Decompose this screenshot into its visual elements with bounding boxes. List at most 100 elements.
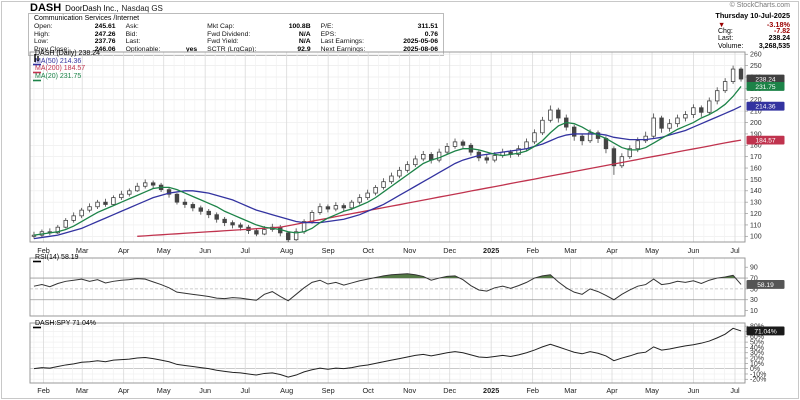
month-label: Mar [564,246,577,255]
candle-body [643,135,648,142]
field-value: 311.51 [417,23,438,30]
fund-field: SCTR (LrgCap): 92.9 [207,46,310,54]
candle-body [142,182,148,187]
candle-body [111,197,116,205]
month-axis-top: Feb Mar Apr May Jun Jul Aug Sep Oct Nov Dec 2025 Feb… [0,246,800,256]
axis-tick-label: 60% [750,334,764,341]
axis-value-box [746,74,785,84]
month-label: Feb [37,386,50,395]
axis-value-box [746,280,785,289]
axis-tick-label: 100 [750,234,762,241]
field-label: Low: [34,38,49,46]
field-value: 245.61 [94,23,116,30]
stockcharts-copyright: © StockCharts.com [729,2,790,9]
candle-body [619,156,625,167]
quote-row: Volume: 3,268,535 [718,43,790,50]
quote-value: -7.82 [774,28,790,35]
candle-body [349,201,354,209]
candle-body [166,189,172,195]
axis-tick-label: 250 [750,63,762,70]
rsi-overbought-fill [372,273,736,279]
candle-body [174,193,180,203]
axis-value-box [746,82,785,91]
month-label: Dec [443,386,457,395]
candle-body [285,232,291,241]
field-label: Next Earnings: [320,45,366,53]
quote-rows: Chg: -7.82 Last: 238.24 Volume: 3,268,535 [718,28,790,50]
axis-tick-label: 130 [750,200,762,207]
month-label: Oct [362,386,374,395]
legend-entry: MA(50) 214.36 [33,58,100,66]
candle-body [659,117,664,129]
axis-tick-label: -10% [750,371,766,378]
rsi-legend: RSI(14) 58.19 [33,254,79,263]
fund-column: P/E: 311.51 EPS: 0.76 Last Earnings: 2025-05-… [321,23,438,53]
field-value: 92.9 [297,45,311,53]
quote-label: Volume: [718,42,744,50]
ma-line [33,105,742,240]
axis-tick-label: 120 [750,211,762,218]
candle-body [421,153,426,160]
fund-field: Bid: [126,31,198,39]
month-label: Apr [117,386,130,395]
quote-date: Thursday 10-Jul-2025 [715,11,790,20]
candle-body [150,182,156,186]
field-value: 246.06 [94,45,116,53]
month-label: Mar [564,386,577,395]
axis-tick-label: 140 [750,188,762,195]
fund-field: Mkt Cap: 100.8B [207,23,310,31]
month-label: 2025 [483,246,500,255]
month-label: Jul [240,386,250,395]
month-label: Oct [362,246,374,255]
month-label: Mar [75,386,89,395]
candle-body [230,222,235,226]
ma-line [137,139,742,237]
fundamentals-box: Communication Services /Internet Open: 24… [28,13,444,57]
fund-field: Fwd Yield: N/A [207,38,310,46]
legend-entry: RSI(14) 58.19 [33,254,79,263]
fundamentals-grid: Open: 245.61 High: 247.26 Low: 237.76 Prev Clo… [34,23,438,53]
month-label: May [645,386,659,395]
quote-row: Last: 238.24 [718,35,790,42]
fund-field: Next Earnings: 2025-08-06 [321,46,438,54]
candle-body [691,107,696,115]
candle-body [262,229,267,235]
month-label: May [156,246,171,255]
candle-body [413,158,418,166]
candle-body [532,132,537,143]
month-label: May [645,246,659,255]
axis-tick-label: 260 [750,52,762,59]
rsi-chart: 90 70 50 30 10 58.19 [29,257,785,317]
ratio-chart: 80%70%60%50%40%30%20%10%0%-10%-20%71.04% [29,322,785,384]
month-label: Feb [526,246,539,255]
candle-body [389,175,394,183]
month-label: Jun [199,386,212,395]
candle-body [373,186,378,194]
field-label: Mkt Cap: [207,23,235,30]
axis-value-box [746,326,785,336]
candle-body [341,205,347,209]
ratio-legend: DASH:SPY 71.04% [33,320,96,329]
candle-body [516,148,521,155]
fund-field: Low: 237.76 [34,38,116,46]
field-value: 0.76 [424,30,438,38]
field-value: 237.76 [94,38,116,46]
fund-field: Fwd Dividend: N/A [207,31,310,39]
exchange-name: Nasdaq GS [121,4,163,13]
candle-body [484,157,490,161]
candle-body [556,109,561,119]
axis-value-box [746,101,785,111]
candle-body [119,193,124,199]
candle-body [675,117,680,125]
month-label: Feb [37,246,50,255]
field-label: Last Earnings: [320,38,365,46]
field-value: 247.26 [94,30,116,38]
axis-value-label: 71.04% [754,328,777,335]
candle-body [55,226,61,234]
field-value: 2025-05-06 [403,38,438,46]
month-label: Sep [321,246,335,255]
candle-body [571,126,577,137]
month-label: Jul [730,246,740,255]
axis-tick-label: 190 [750,131,762,138]
ma-line [33,86,742,236]
